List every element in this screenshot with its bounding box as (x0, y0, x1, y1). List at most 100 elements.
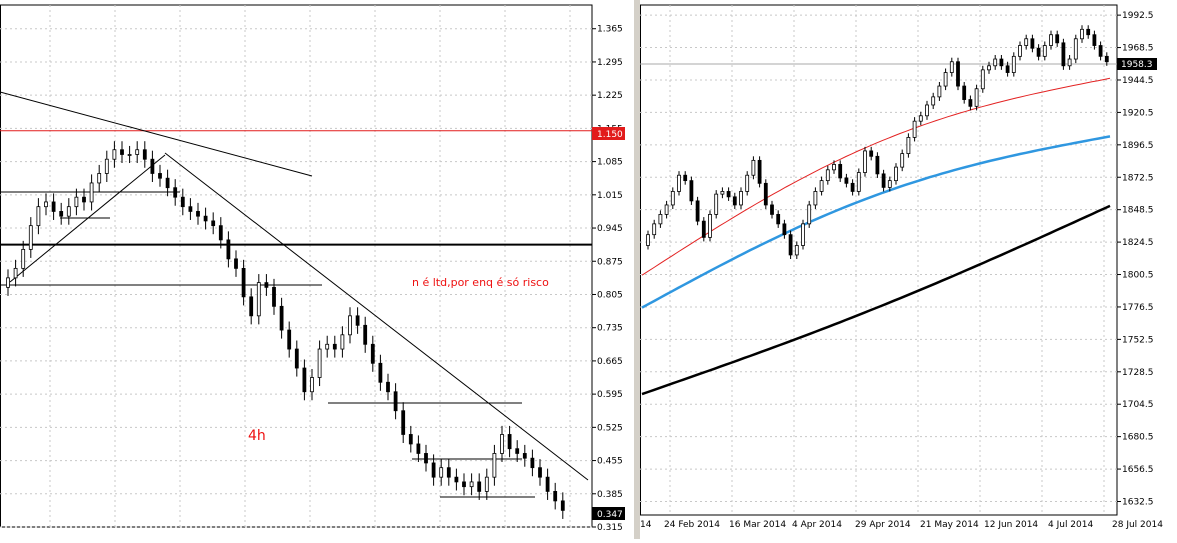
left-candle (51, 193, 56, 220)
y-tick-label: 1824.5 (1122, 238, 1154, 248)
right-grid (640, 4, 1118, 516)
left-candle (325, 335, 330, 358)
right-chart-svg[interactable]: 1992.5 1968.5 1944.5 1920.5 1896.5 1872.5 1848… (640, 0, 1177, 539)
right-candle (987, 61, 991, 74)
left-candle (560, 492, 565, 519)
left-candle (446, 459, 451, 486)
y-tick-label: 1896.5 (1122, 141, 1154, 151)
y-tick-label: 1.295 (597, 58, 623, 68)
left-candle (188, 198, 193, 220)
y-tick-label: 1.365 (597, 25, 623, 35)
left-candle (196, 202, 200, 225)
left-candle (408, 425, 413, 453)
left-candle (538, 459, 542, 486)
y-tick-label: 0.665 (597, 357, 623, 367)
y-tick-label: 0.945 (597, 224, 623, 234)
left-candle (264, 274, 269, 296)
right-candle (900, 149, 905, 172)
left-chart-svg[interactable]: 1.3651.2951.2251.1551.0851.0150.9450.875… (0, 0, 634, 539)
chart-panel-daily[interactable]: 1992.5 1968.5 1944.5 1920.5 1896.5 1872.5 1848… (640, 0, 1177, 539)
left-candle (6, 269, 10, 296)
right-candle (1042, 41, 1047, 61)
right-candle (714, 190, 719, 219)
right-candle (1086, 25, 1091, 39)
left-candle (82, 188, 86, 211)
panel-divider[interactable] (634, 0, 640, 539)
y-tick-label: 1872.5 (1122, 173, 1154, 183)
left-candle (310, 368, 314, 401)
right-candle (937, 82, 942, 101)
left-candle (165, 169, 170, 197)
right-candle (646, 230, 650, 250)
right-candles (646, 25, 1109, 259)
left-candle (462, 473, 466, 496)
right-candle (689, 176, 694, 205)
right-candle (732, 192, 737, 209)
right-candle (1104, 52, 1109, 66)
left-candle (522, 444, 527, 467)
left-candle (492, 444, 497, 486)
y-tick-label: 0.315 (597, 523, 623, 533)
y-tick-label: 1704.5 (1122, 400, 1154, 410)
y-tick-label: 1920.5 (1122, 108, 1154, 118)
right-candle (782, 219, 787, 239)
right-candle (1061, 38, 1066, 70)
right-candle (745, 171, 750, 196)
left-candle (44, 193, 48, 216)
left-price-tags: 1.150 0.347 (592, 127, 625, 520)
right-candle (794, 241, 799, 259)
left-candle (241, 259, 246, 306)
right-candle (813, 187, 818, 209)
timeframe-label: 4h (248, 428, 266, 444)
left-candle (348, 307, 352, 344)
right-price-axis: 1992.5 1968.5 1944.5 1920.5 1896.5 1872.5 1848… (1117, 11, 1154, 507)
right-candle (683, 171, 688, 185)
left-candle (13, 259, 18, 287)
y-tick-label: 1.085 (597, 158, 623, 168)
left-candle (211, 212, 216, 235)
right-candle (701, 217, 706, 242)
y-tick-label: 1.015 (597, 191, 623, 201)
right-candle (1011, 52, 1016, 77)
right-candle (751, 156, 756, 180)
left-candle (393, 383, 398, 420)
left-candle (158, 164, 162, 187)
right-candle (875, 152, 880, 178)
left-candle (142, 141, 147, 168)
left-candle (256, 274, 261, 325)
right-candle (763, 179, 768, 209)
chart-panel-4h[interactable]: 1.3651.2951.2251.1551.0851.0150.9450.875… (0, 0, 634, 539)
left-price-axis: 1.3651.2951.2251.1551.0851.0150.9450.875… (592, 25, 623, 533)
left-candle (36, 198, 41, 235)
x-tick-label: 16 Mar 2014 (729, 520, 786, 530)
left-candle (21, 240, 26, 277)
y-tick-label: 1632.5 (1122, 497, 1154, 507)
left-candle (515, 440, 520, 462)
right-candle (652, 219, 657, 239)
x-tick-label: 21 May 2014 (920, 520, 979, 530)
right-candle (677, 171, 681, 196)
right-candle (739, 187, 743, 209)
left-candle (97, 164, 102, 192)
right-candle (881, 169, 886, 192)
left-candle (439, 459, 444, 486)
chart-annotation: n é ltd,por enq é só risco (412, 276, 549, 289)
left-candle (545, 468, 550, 500)
left-candles (6, 141, 565, 519)
x-tick-label: 12 Jun 2014 (984, 520, 1038, 530)
right-candle (1092, 30, 1097, 50)
y-tick-label: 1848.5 (1122, 206, 1154, 216)
left-candle (386, 373, 390, 401)
y-tick-label: 0.735 (597, 324, 623, 334)
right-candle (968, 95, 973, 111)
right-candle (708, 210, 712, 242)
current-price-tag-left: 0.347 (597, 510, 623, 520)
left-candle (378, 354, 383, 391)
left-candle (135, 141, 140, 164)
left-candle (127, 145, 132, 164)
right-candle (925, 100, 929, 120)
y-tick-label: 1680.5 (1122, 433, 1154, 443)
right-candle (980, 65, 985, 93)
left-candle (249, 288, 254, 325)
left-candle (507, 425, 512, 458)
